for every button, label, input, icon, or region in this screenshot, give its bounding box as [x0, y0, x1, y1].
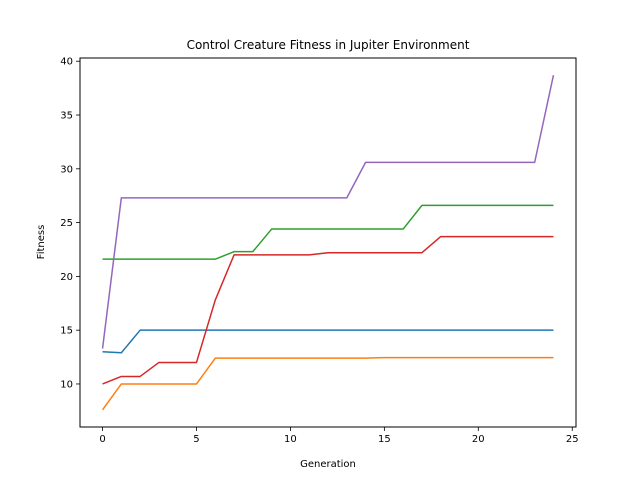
series-line-5	[101, 75, 555, 349]
x-tick-label: 5	[193, 434, 199, 445]
y-tick-label: 10	[60, 379, 73, 390]
y-tick-label: 35	[60, 111, 73, 122]
y-tick-label: 40	[60, 57, 73, 68]
x-tick-label: 0	[99, 434, 105, 445]
chart-title: Control Creature Fitness in Jupiter Envi…	[187, 38, 470, 52]
plot-lines	[101, 75, 555, 411]
series-line-4	[102, 235, 554, 385]
x-tick-label: 25	[566, 434, 579, 445]
x-tick-label: 15	[378, 434, 391, 445]
x-axis-ticks: 0 5 10 15 20 25	[99, 427, 579, 445]
series-line-1	[102, 329, 554, 354]
x-axis-label: Generation	[300, 459, 356, 470]
x-tick-label: 10	[284, 434, 297, 445]
y-tick-label: 20	[60, 272, 73, 283]
y-axis-label: Fitness	[36, 225, 47, 260]
series-line-2	[101, 356, 554, 411]
x-tick-label: 20	[472, 434, 485, 445]
y-tick-label: 25	[60, 218, 73, 229]
series-line-3	[102, 204, 554, 260]
y-tick-label: 30	[60, 164, 73, 175]
plot-frame	[79, 57, 577, 428]
y-axis-ticks: 10 15 20 25 30 35 40	[60, 57, 80, 390]
y-tick-label: 15	[60, 326, 73, 337]
